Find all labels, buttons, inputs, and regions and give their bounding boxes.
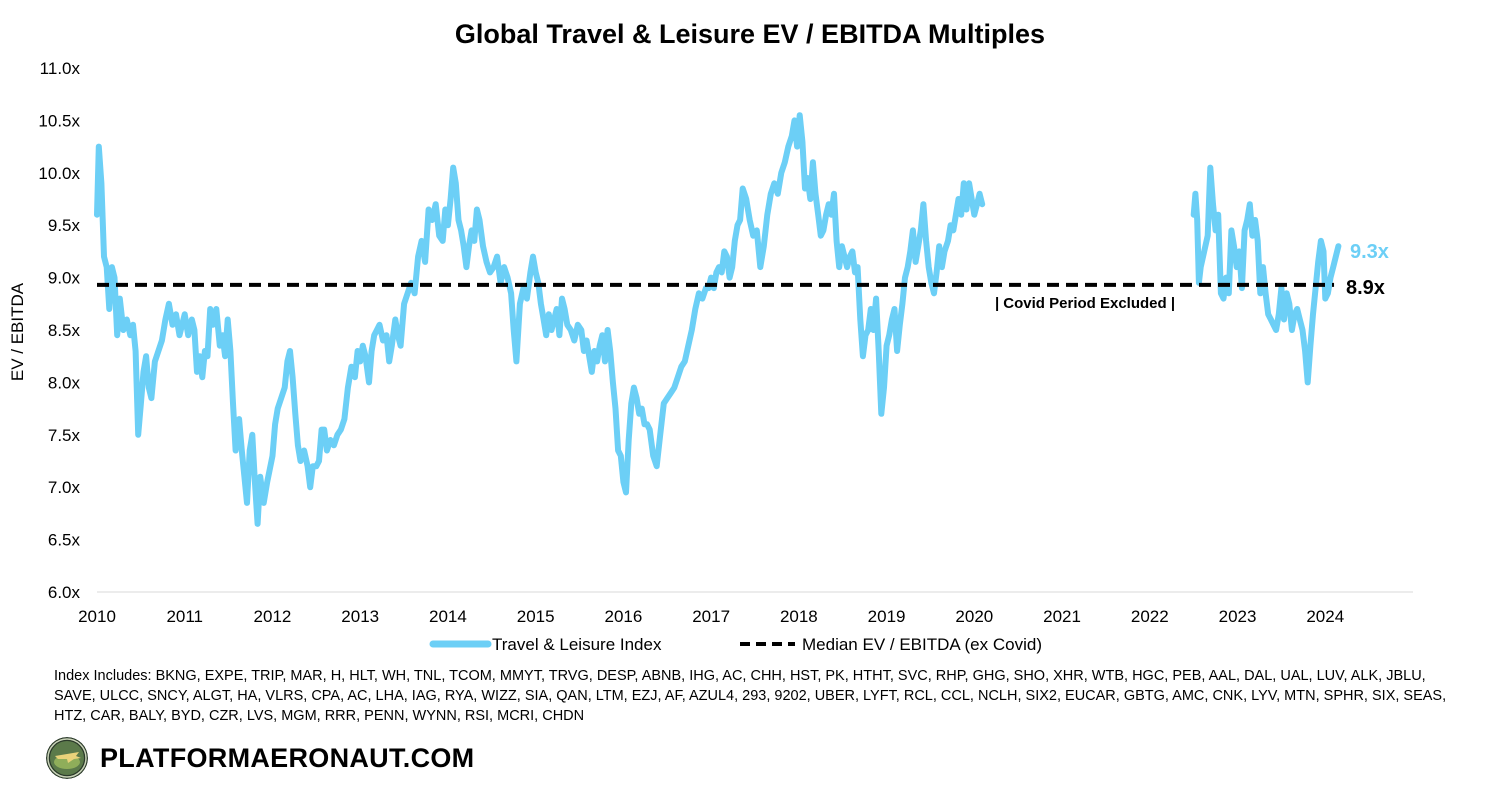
y-tick-label: 10.0x xyxy=(38,164,80,183)
x-tick-label: 2013 xyxy=(341,607,379,626)
x-tick-label: 2018 xyxy=(780,607,818,626)
y-tick-label: 10.5x xyxy=(38,111,80,130)
x-tick-label: 2011 xyxy=(166,607,203,626)
x-tick-label: 2019 xyxy=(868,607,906,626)
x-tick-label: 2017 xyxy=(692,607,730,626)
legend-index-label: Travel & Leisure Index xyxy=(492,635,662,654)
median-end-label: 8.9x xyxy=(1346,277,1385,299)
y-tick-label: 7.5x xyxy=(48,426,81,445)
x-tick-label: 2012 xyxy=(254,607,292,626)
x-axis-ticks: 2010 2011 2012 2013 2014 2015 2016 2017 2018 2019… xyxy=(78,607,1344,626)
x-tick-label: 2015 xyxy=(517,607,555,626)
index-end-label: 9.3x xyxy=(1350,241,1389,263)
y-tick-label: 6.0x xyxy=(48,583,81,602)
covid-excluded-annotation: | Covid Period Excluded | xyxy=(995,295,1175,312)
globe-airplane-icon xyxy=(46,737,88,779)
y-tick-label: 9.5x xyxy=(48,216,81,235)
x-tick-label: 2023 xyxy=(1219,607,1257,626)
brand: PLATFORMAERONAUT.COM xyxy=(46,736,474,780)
y-tick-label: 9.0x xyxy=(48,269,81,288)
y-axis-title: EV / EBITDA xyxy=(8,282,27,381)
index-series-line xyxy=(1190,164,1342,386)
y-tick-label: 6.5x xyxy=(48,531,81,550)
x-tick-label: 2016 xyxy=(604,607,642,626)
x-tick-label: 2021 xyxy=(1043,607,1081,626)
y-tick-label: 8.0x xyxy=(48,373,81,392)
y-tick-label: 7.0x xyxy=(48,478,81,497)
index-series-line xyxy=(94,112,986,527)
x-tick-label: 2014 xyxy=(429,607,467,626)
chart-title: Global Travel & Leisure EV / EBITDA Mult… xyxy=(455,19,1045,49)
legend-median-label: Median EV / EBITDA (ex Covid) xyxy=(802,635,1042,654)
chart: Global Travel & Leisure EV / EBITDA Mult… xyxy=(8,19,1413,654)
x-tick-label: 2024 xyxy=(1306,607,1344,626)
y-tick-label: 11.0x xyxy=(40,59,81,78)
x-tick-label: 2010 xyxy=(78,607,116,626)
legend: Travel & Leisure Index Median EV / EBITD… xyxy=(429,635,1042,654)
plot-area xyxy=(94,112,1342,527)
brand-name: PLATFORMAERONAUT.COM xyxy=(100,742,475,773)
y-axis-ticks: 6.0x 6.5x 7.0x 7.5x 8.0x 8.5x 9.0x 9.5x 10.0x 10.… xyxy=(38,59,80,602)
index-constituents-footnote: Index Includes: BKNG, EXPE, TRIP, MAR, H… xyxy=(54,668,1447,724)
x-tick-label: 2022 xyxy=(1131,607,1169,626)
x-tick-label: 2020 xyxy=(955,607,993,626)
y-tick-label: 8.5x xyxy=(48,321,81,340)
